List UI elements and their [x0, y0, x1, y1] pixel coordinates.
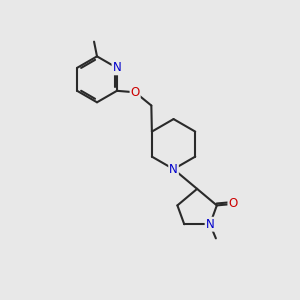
Text: O: O [228, 197, 238, 210]
Text: N: N [169, 163, 178, 176]
Text: O: O [130, 86, 140, 99]
Text: N: N [112, 61, 121, 74]
Text: N: N [206, 218, 214, 231]
